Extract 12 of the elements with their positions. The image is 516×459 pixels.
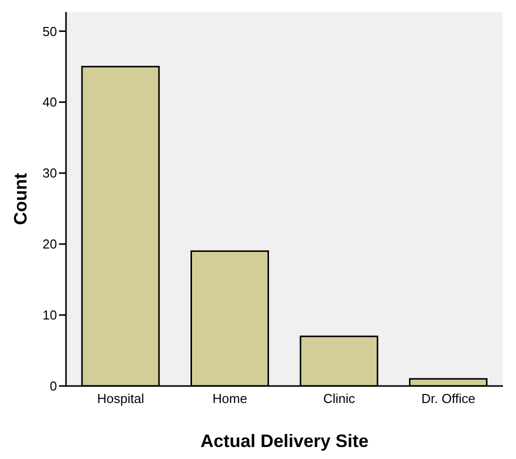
x-tick-label: Clinic <box>323 391 356 406</box>
y-tick-label: 50 <box>42 24 57 39</box>
y-tick-label: 30 <box>42 166 57 181</box>
y-axis-title: Count <box>10 173 30 225</box>
x-tick-label: Dr. Office <box>421 391 476 406</box>
y-tick-label: 0 <box>50 378 57 394</box>
y-tick-label: 10 <box>42 308 57 323</box>
y-tick-label: 20 <box>42 236 57 252</box>
x-axis-title: Actual Delivery Site <box>200 431 369 451</box>
y-tick-label: 40 <box>42 94 57 110</box>
x-tick-label: Home <box>212 391 248 406</box>
x-tick-label: Hospital <box>97 391 144 406</box>
